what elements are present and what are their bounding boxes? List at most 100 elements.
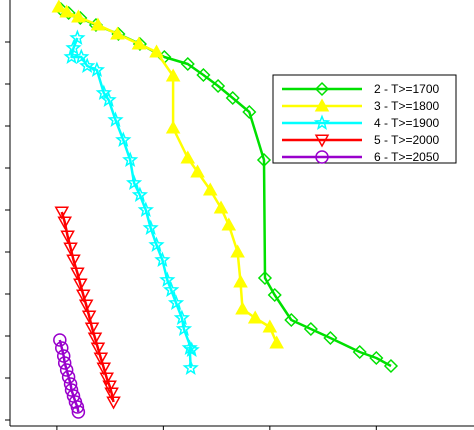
data-point	[369, 350, 384, 366]
data-point	[267, 287, 282, 303]
data-point	[163, 281, 180, 298]
data-point	[211, 78, 226, 94]
series-layer	[51, 0, 399, 419]
data-point	[95, 84, 112, 101]
data-point	[115, 131, 132, 148]
data-point	[107, 111, 124, 127]
data-point	[175, 320, 193, 337]
data-point	[247, 310, 263, 324]
data-point	[352, 344, 367, 360]
data-point	[190, 164, 205, 178]
data-point	[257, 270, 273, 286]
legend-marker	[314, 134, 330, 148]
data-point	[202, 182, 218, 196]
data-point	[180, 150, 196, 164]
x-ticks	[56, 426, 377, 430]
data-point	[159, 271, 176, 288]
legend-label: 6 - T>=2050	[374, 150, 439, 164]
data-point	[106, 396, 121, 410]
data-point	[182, 359, 199, 376]
data-point	[100, 91, 117, 108]
data-point	[70, 267, 85, 281]
data-point	[230, 244, 245, 258]
series-4	[63, 29, 200, 376]
data-point	[383, 358, 399, 374]
data-point	[81, 310, 97, 324]
series-5	[54, 206, 121, 410]
series-6	[53, 333, 86, 419]
data-point	[303, 321, 318, 337]
series-3	[51, 0, 284, 349]
legend-label: 5 - T>=2000	[374, 133, 439, 147]
data-point	[323, 330, 338, 346]
data-point	[63, 242, 78, 256]
data-point	[60, 230, 75, 244]
legend-item: 6 - T>=2050	[282, 150, 439, 164]
data-point	[55, 341, 69, 355]
series-2	[53, 1, 399, 374]
data-point	[167, 294, 185, 311]
series-line	[70, 37, 193, 369]
data-point	[102, 380, 117, 394]
data-point	[235, 301, 250, 315]
data-point	[148, 236, 165, 253]
data-point	[104, 387, 119, 401]
data-point	[57, 356, 72, 370]
data-point	[65, 39, 82, 55]
data-point	[71, 405, 86, 419]
data-point	[122, 151, 139, 168]
data-point	[75, 289, 91, 303]
data-point	[73, 278, 88, 292]
data-point	[154, 251, 171, 267]
data-point	[269, 335, 284, 349]
data-point	[71, 9, 86, 23]
legend-marker	[315, 150, 329, 164]
data-point	[96, 362, 112, 376]
data-point	[54, 206, 70, 220]
data-point	[79, 57, 96, 74]
data-point	[165, 120, 181, 134]
series-line	[60, 7, 392, 368]
legend-label: 3 - T>=1800	[374, 99, 439, 113]
data-point	[180, 56, 195, 72]
data-point	[57, 216, 72, 230]
data-point	[59, 363, 74, 377]
data-point	[64, 383, 79, 397]
data-point	[196, 67, 211, 83]
data-point	[165, 68, 181, 82]
data-point	[99, 372, 114, 386]
data-point	[221, 217, 237, 231]
data-point	[131, 186, 149, 203]
data-point	[59, 4, 74, 18]
data-point	[125, 174, 143, 191]
legend-items: 2 - T>=1700 3 - T>=1800 4 - T>=1900 5 - T>=…	[282, 81, 439, 164]
data-point	[173, 309, 191, 326]
legend-item: 5 - T>=2000	[282, 133, 439, 148]
data-point	[142, 219, 159, 236]
series-line	[58, 339, 80, 413]
series-line	[60, 211, 115, 403]
data-point	[78, 299, 94, 313]
legend-item: 2 - T>=1700	[282, 81, 439, 97]
data-point	[70, 400, 85, 414]
data-point	[242, 104, 257, 120]
y-ticks	[5, 41, 10, 421]
data-point	[87, 332, 103, 346]
data-point	[256, 152, 272, 168]
data-point	[233, 274, 248, 288]
data-point	[225, 90, 240, 106]
legend-item: 4 - T>=1900	[282, 114, 439, 130]
data-point	[88, 61, 106, 78]
data-point	[84, 322, 100, 336]
data-point	[181, 339, 198, 356]
legend-item: 3 - T>=1800	[282, 98, 439, 113]
data-point	[110, 26, 125, 40]
data-point	[73, 48, 90, 64]
legend-marker	[314, 98, 330, 112]
data-point	[131, 36, 147, 50]
axes	[5, 0, 474, 430]
data-point	[69, 29, 86, 45]
legend-label: 2 - T>=1700	[374, 82, 439, 96]
data-point	[90, 17, 106, 31]
